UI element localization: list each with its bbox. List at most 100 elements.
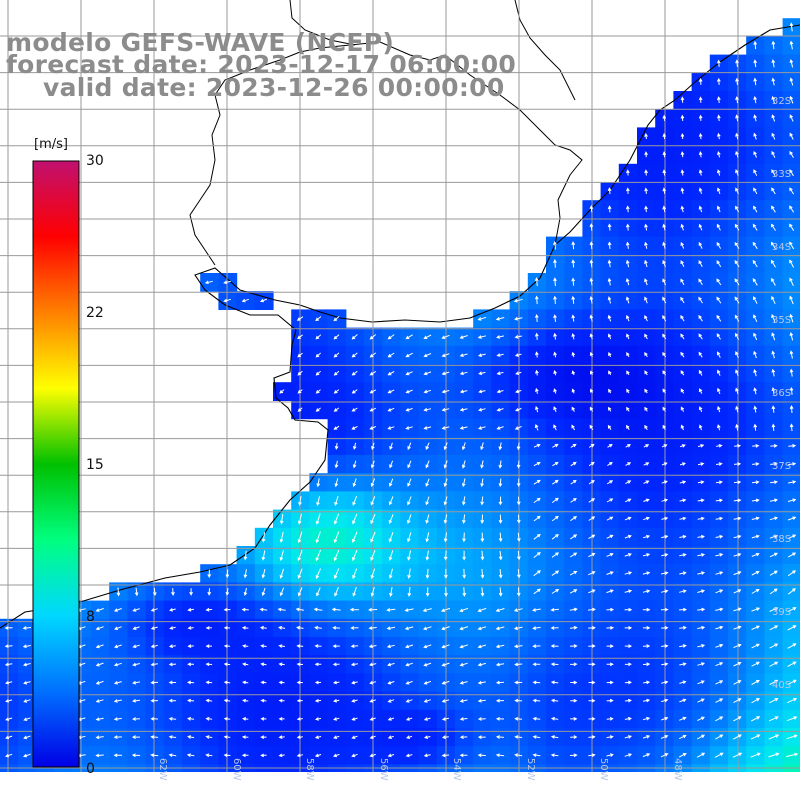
wind-arrow [333, 513, 340, 525]
wind-arrow [316, 587, 321, 597]
wind-arrow [242, 644, 249, 648]
wind-arrow [370, 478, 376, 487]
wind-arrow [295, 607, 304, 612]
wind-arrow [679, 589, 687, 594]
wind-arrow [698, 369, 703, 376]
wind-arrow [751, 643, 760, 649]
wind-arrow [134, 587, 139, 597]
wind-arrow [334, 495, 339, 507]
wind-arrow [443, 478, 448, 487]
wind-arrow [187, 644, 194, 648]
wind-arrow [351, 389, 358, 394]
wind-arrow [314, 717, 322, 721]
wind-arrow [626, 333, 630, 340]
wind-arrow [407, 496, 412, 506]
wind-arrow [589, 424, 594, 431]
wind-arrow [498, 587, 503, 597]
wind-arrow [786, 698, 798, 704]
wind-arrow [715, 680, 724, 685]
wind-arrow [606, 680, 614, 685]
wind-arrow [697, 480, 705, 485]
wind-arrow [223, 280, 231, 285]
wind-arrow [679, 644, 687, 648]
colorbar-tick-label: 15 [86, 457, 104, 473]
wind-arrow [553, 295, 557, 304]
wind-arrow [405, 644, 414, 649]
wind-arrow [733, 480, 742, 485]
wind-arrow [771, 405, 776, 413]
wind-arrow [116, 587, 121, 597]
wind-arrow [735, 169, 739, 176]
wind-arrow [297, 334, 303, 340]
wind-arrow [478, 389, 486, 394]
wind-arrow [661, 498, 669, 503]
wind-arrow [387, 426, 395, 430]
wind-arrow [588, 534, 596, 540]
wind-arrow [571, 259, 576, 268]
wind-arrow [717, 150, 721, 158]
wind-arrow [459, 699, 468, 703]
wind-arrow [735, 423, 739, 431]
wind-arrow [498, 514, 503, 524]
wind-arrow [716, 333, 721, 340]
wind-arrow [734, 314, 740, 322]
wind-arrow [331, 607, 341, 612]
wind-arrow [532, 753, 541, 757]
wind-arrow [643, 516, 651, 521]
wind-arrow [405, 662, 413, 667]
wind-arrow [717, 424, 721, 431]
wind-arrow [443, 496, 448, 506]
colorbar-unit: [m/s] [34, 137, 68, 152]
wind-arrow [369, 352, 377, 358]
wind-arrow [459, 607, 469, 613]
wind-arrow [333, 425, 340, 430]
wind-arrow [589, 277, 594, 286]
wind-arrow [661, 534, 669, 539]
wind-arrow [589, 259, 594, 268]
wind-arrow [589, 351, 594, 358]
wind-arrow [495, 317, 505, 321]
wind-arrow [514, 335, 523, 339]
wind-arrow [132, 608, 140, 612]
wind-arrow [315, 407, 321, 412]
wind-arrow [535, 369, 539, 376]
wind-arrow [607, 443, 613, 448]
wind-arrow [735, 132, 739, 140]
wind-arrow [588, 461, 595, 467]
wind-arrow [495, 735, 505, 739]
wind-arrow [570, 443, 577, 448]
wind-arrow [477, 753, 486, 758]
wind-arrow [369, 370, 377, 376]
wind-arrow [478, 426, 486, 430]
wind-arrow [588, 498, 596, 503]
wind-arrow [786, 734, 798, 740]
wind-arrow [644, 205, 648, 213]
wind-arrow [441, 371, 450, 376]
wind-arrow [387, 352, 395, 358]
wind-arrow [150, 716, 159, 721]
wind-arrow [441, 717, 449, 721]
wind-arrow [260, 753, 267, 758]
wind-arrow [534, 313, 539, 323]
wind-arrow [589, 205, 594, 213]
wind-arrow [569, 589, 578, 594]
wind-arrow [698, 114, 703, 121]
wind-arrow [369, 717, 376, 721]
wind-arrow [150, 662, 158, 667]
wind-arrow [698, 132, 703, 140]
wind-arrow [679, 662, 687, 666]
wind-arrow [22, 626, 32, 630]
wind-arrow [205, 698, 213, 703]
wind-arrow [207, 569, 212, 579]
wind-arrow [753, 169, 758, 176]
wind-arrow [787, 498, 797, 502]
wind-arrow [150, 680, 159, 685]
wind-arrow [735, 332, 740, 340]
wind-arrow [387, 371, 395, 376]
wind-arrow [550, 644, 559, 648]
wind-arrow [279, 513, 284, 525]
wind-arrow [533, 462, 541, 467]
latitude-label: 33S [772, 169, 791, 180]
wind-arrow [735, 351, 739, 359]
wind-arrow [132, 698, 140, 703]
